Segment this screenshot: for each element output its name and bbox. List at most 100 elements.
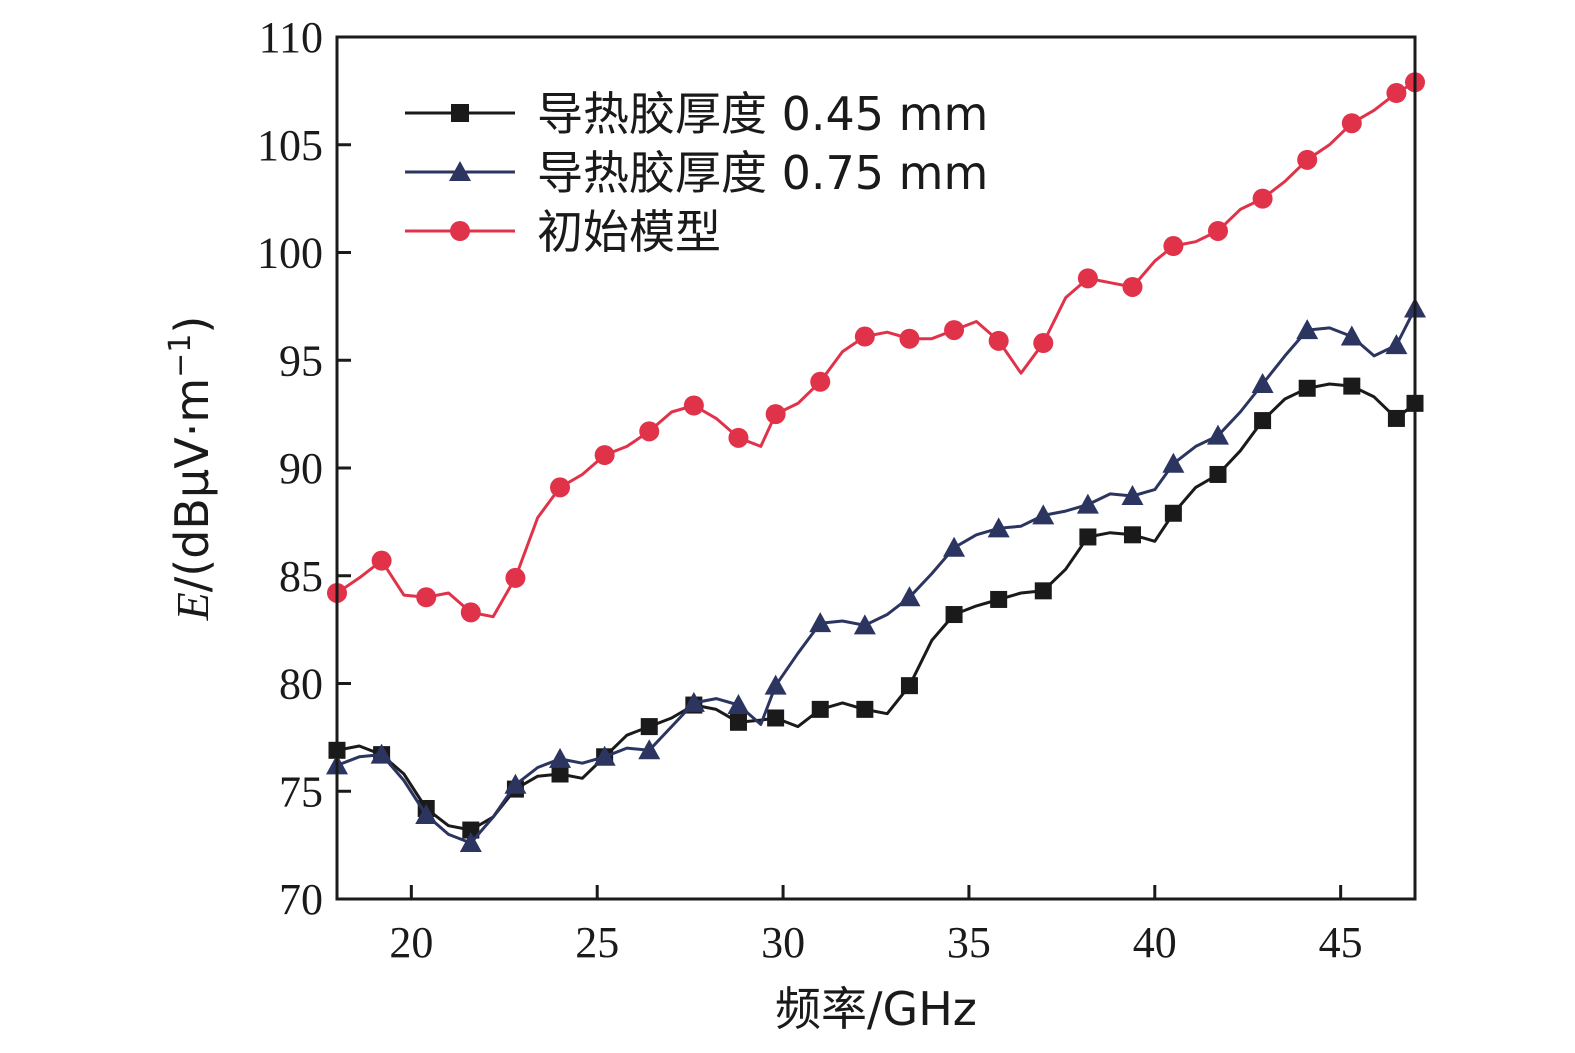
- y-tick-label: 105: [257, 121, 323, 170]
- data-point-triangle: [727, 694, 750, 715]
- data-point-circle: [1252, 188, 1273, 209]
- y-tick-label: 85: [279, 552, 323, 601]
- y-tick-label: 80: [279, 660, 323, 709]
- data-point-circle: [1207, 220, 1228, 241]
- legend-label: 导热胶厚度 0.75 mm: [537, 146, 988, 200]
- data-point-circle: [944, 320, 965, 341]
- legend-label: 初始模型: [537, 205, 721, 259]
- x-tick-label: 35: [947, 918, 991, 967]
- data-point-circle: [460, 602, 481, 623]
- x-tick-label: 45: [1319, 918, 1363, 967]
- data-point-circle: [810, 371, 831, 392]
- data-point-circle: [1033, 333, 1054, 354]
- legend-square-marker: [451, 104, 469, 122]
- series-line: [337, 80, 1415, 619]
- x-tick-label: 20: [389, 918, 433, 967]
- data-point-triangle: [415, 803, 438, 824]
- data-point-triangle: [638, 739, 661, 760]
- data-point-square: [945, 606, 963, 624]
- data-point-triangle: [809, 612, 832, 633]
- data-point-circle: [505, 567, 526, 588]
- data-point-triangle: [853, 614, 876, 635]
- data-point-circle: [1341, 113, 1362, 134]
- legend-entry-initial-model: 初始模型: [405, 205, 721, 259]
- data-point-circle: [594, 445, 615, 466]
- data-point-triangle: [1251, 372, 1274, 393]
- y-tick-label: 110: [259, 13, 323, 62]
- y-axis-title-close: ): [165, 316, 219, 334]
- legend: 导热胶厚度 0.45 mm 导热胶厚度 0.75 mm 初始模型: [405, 87, 988, 259]
- x-tick-label: 30: [761, 918, 805, 967]
- data-point-circle: [1163, 236, 1184, 257]
- series-layer: [326, 72, 1426, 852]
- data-point-circle: [765, 404, 786, 425]
- legend-circle-marker: [450, 221, 470, 241]
- data-point-square: [1343, 377, 1361, 395]
- data-point-triangle: [593, 745, 616, 766]
- data-point-circle: [1122, 276, 1143, 297]
- data-point-circle: [728, 427, 749, 448]
- data-point-circle: [1297, 149, 1318, 170]
- data-point-triangle: [1340, 325, 1363, 346]
- data-point-triangle: [549, 747, 572, 768]
- data-point-square: [551, 765, 569, 783]
- data-point-square: [1387, 409, 1405, 427]
- data-point-square: [1123, 526, 1141, 544]
- data-point-triangle: [370, 743, 393, 764]
- data-point-square: [856, 700, 874, 718]
- data-point-triangle: [1121, 485, 1144, 506]
- data-point-square: [1164, 504, 1182, 522]
- data-point-triangle: [1162, 452, 1185, 473]
- data-point-circle: [550, 477, 571, 498]
- data-point-circle: [371, 550, 392, 571]
- y-tick-label: 90: [279, 444, 323, 493]
- data-point-square: [729, 713, 747, 731]
- y-tick-label: 100: [257, 229, 323, 278]
- legend-entry-045mm: 导热胶厚度 0.45 mm: [405, 87, 988, 141]
- y-tick-label: 95: [279, 336, 323, 385]
- data-point-triangle: [943, 536, 966, 557]
- data-point-triangle: [987, 517, 1010, 538]
- data-point-triangle: [1032, 504, 1055, 525]
- data-point-circle: [988, 330, 1009, 351]
- x-tick-label: 25: [575, 918, 619, 967]
- data-point-triangle: [1206, 424, 1229, 445]
- data-point-circle: [416, 587, 437, 608]
- ticks-layer: 20 25 30 35 40 45 70 75 80 85 90 95 100 105 110: [257, 13, 1363, 967]
- data-point-circle: [683, 395, 704, 416]
- series-line: [337, 307, 1415, 845]
- y-axis-title-unit: /(dBμV·m: [165, 378, 219, 592]
- y-axis-title-symbol: E: [167, 592, 218, 621]
- series-045mm: [328, 377, 1424, 839]
- data-point-square: [462, 821, 480, 839]
- data-point-square: [1079, 528, 1097, 546]
- data-point-square: [640, 718, 658, 736]
- data-point-square: [767, 709, 785, 727]
- data-point-triangle: [1296, 319, 1319, 340]
- series-initial-model: [327, 72, 1425, 623]
- data-point-circle: [639, 421, 660, 442]
- data-point-triangle: [1385, 334, 1408, 355]
- data-point-triangle: [682, 691, 705, 712]
- series-075mm: [326, 297, 1426, 852]
- data-point-square: [811, 700, 829, 718]
- data-point-square: [900, 677, 918, 695]
- x-axis-title: 频率/GHz: [775, 982, 977, 1036]
- data-point-triangle: [504, 773, 527, 794]
- data-point-triangle: [898, 586, 921, 607]
- data-point-circle: [1386, 83, 1407, 104]
- legend-entry-075mm: 导热胶厚度 0.75 mm: [405, 146, 988, 200]
- data-point-square: [1298, 379, 1316, 397]
- y-axis-title: E/(dBμV·m−1): [163, 316, 219, 622]
- data-point-circle: [1077, 268, 1098, 289]
- data-point-square: [990, 590, 1008, 608]
- legend-triangle-marker: [449, 161, 471, 181]
- y-tick-label: 70: [279, 875, 323, 924]
- legend-label: 导热胶厚度 0.45 mm: [537, 87, 988, 141]
- x-tick-label: 40: [1133, 918, 1177, 967]
- data-point-triangle: [1076, 493, 1099, 514]
- data-point-square: [1254, 412, 1272, 430]
- data-point-square: [1034, 582, 1052, 600]
- y-axis-title-exponent: −1: [163, 334, 198, 378]
